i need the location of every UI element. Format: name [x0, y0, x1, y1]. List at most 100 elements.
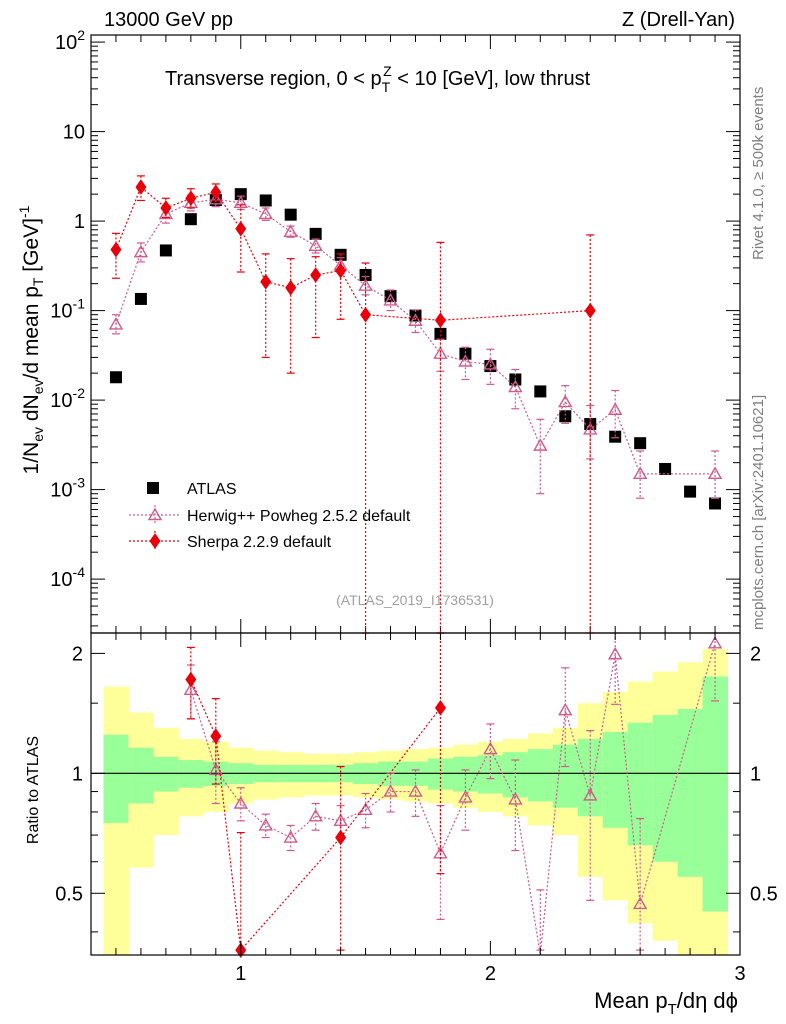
stat-band: [602, 731, 629, 828]
stat-band: [128, 747, 154, 804]
herwig-point: [383, 292, 398, 306]
atlas-point: [684, 485, 697, 498]
y-tick-label: 10: [63, 122, 85, 144]
stat-band: [552, 744, 579, 808]
atlas-point: [134, 292, 147, 305]
atlas-point: [359, 268, 372, 281]
ratio-herwig-point: [458, 790, 473, 803]
ratio-herwig-point: [233, 796, 248, 809]
legend-marker-sherpa: [149, 533, 161, 549]
herwig-point: [133, 244, 149, 258]
atlas-point: [259, 194, 272, 207]
atlas-point: [459, 347, 472, 360]
ratio-sherpa-point: [434, 699, 446, 716]
sherpa-point: [260, 273, 272, 290]
ratio-herwig-point: [333, 813, 348, 827]
atlas-point: [434, 327, 447, 340]
ratio-herwig-point: [208, 762, 224, 776]
ratio-herwig-point: [583, 788, 598, 801]
atlas-point: [709, 497, 722, 510]
legend-label: ATLAS: [187, 481, 237, 498]
herwig-point: [607, 402, 623, 415]
ratio-y-tick-label-right: 0.5: [750, 883, 778, 905]
y-tick-exp: 2: [77, 27, 85, 43]
stat-band: [577, 738, 604, 817]
atlas-point: [159, 244, 172, 257]
atlas-point: [534, 385, 547, 398]
herwig-point: [508, 379, 523, 393]
atlas-point: [609, 430, 622, 443]
y-tick-base: 10: [55, 32, 77, 54]
herwig-point: [208, 191, 224, 205]
legend-label: Herwig++ Powheg 2.5.2 default: [187, 508, 411, 525]
legend-item: Sherpa 2.2.9 default: [129, 531, 332, 551]
ratio-herwig-point: [283, 830, 298, 843]
sherpa-point: [584, 302, 596, 319]
atlas-point: [634, 437, 647, 450]
sherpa-point: [434, 312, 446, 329]
ratio-herwig-point: [558, 702, 573, 716]
sherpa-point: [335, 262, 347, 279]
y-tick-label: 102: [55, 27, 85, 54]
ratio-herwig-point: [183, 682, 199, 696]
ratio-data-layer: [183, 632, 723, 958]
stat-band: [153, 756, 179, 792]
ratio-y-tick-label-right: 2: [750, 643, 761, 665]
title-sub-T: T: [382, 79, 391, 95]
herwig-point: [583, 422, 598, 435]
sherpa-point: [110, 241, 122, 258]
y-tick-label: 10-2: [50, 385, 85, 412]
header-left: 13000 GeV pp: [104, 9, 233, 31]
ratio-sherpa-point: [335, 829, 347, 846]
ratio-herwig-point: [408, 784, 423, 797]
ratio-line: [190, 643, 716, 956]
main-data-layer: [108, 175, 723, 634]
y-tick-exp: -3: [73, 475, 86, 491]
legend: ATLAS Herwig++ Powheg 2.5.2 default Sherpa…: [129, 481, 411, 551]
y-tick-label: 1: [74, 211, 85, 233]
stat-band: [527, 749, 554, 802]
atlas-point: [309, 227, 322, 240]
x-tick-label: 1: [235, 963, 246, 985]
herwig-point: [308, 238, 323, 251]
herwig-point: [458, 354, 473, 367]
title-part2: < 10 [GeV], low thrust: [392, 68, 591, 90]
atlas-point: [184, 213, 197, 226]
ratio-y-tick-label: 0.5: [55, 883, 83, 905]
sherpa-point: [285, 279, 297, 296]
sherpa-point: [310, 267, 322, 283]
y-tick-base: 10: [50, 301, 72, 323]
herwig-point: [233, 195, 248, 209]
legend-marker-atlas: [147, 482, 159, 494]
ratio-y-tick-label: 2: [72, 643, 83, 665]
ratio-ylabel: Ratio to ATLAS: [25, 736, 42, 844]
ratio-herwig-point: [483, 741, 498, 755]
mcplots-label: mcplots.cern.ch [arXiv:2401.10621]: [750, 395, 767, 630]
y-tick-exp: -1: [73, 296, 86, 312]
atlas-point: [559, 410, 572, 423]
sherpa-point: [135, 179, 147, 195]
sherpa-point: [160, 200, 172, 216]
y-tick-label: 10-4: [50, 564, 85, 591]
ratio-sherpa-point: [210, 728, 222, 744]
y-tick-base: 10: [50, 480, 72, 502]
sherpa-point: [210, 184, 222, 201]
ratio-herwig-point: [308, 808, 323, 822]
x-tick-label: 2: [485, 963, 496, 985]
ratio-herwig-point: [383, 784, 398, 797]
herwig-point: [108, 317, 124, 330]
herwig-point: [558, 394, 573, 408]
legend-label: Sherpa 2.2.9 default: [187, 534, 332, 551]
atlas-point: [659, 462, 672, 475]
series-1: [108, 191, 723, 499]
herwig-point: [533, 438, 548, 451]
y-tick-label: 10-1: [50, 296, 85, 323]
herwig-point: [283, 224, 298, 237]
ratio-herwig-point: [358, 802, 373, 815]
stat-band: [103, 734, 129, 824]
ratio-line: [190, 679, 441, 952]
series-line: [115, 198, 716, 475]
sherpa-point: [185, 190, 197, 207]
atlas-point: [284, 208, 297, 221]
